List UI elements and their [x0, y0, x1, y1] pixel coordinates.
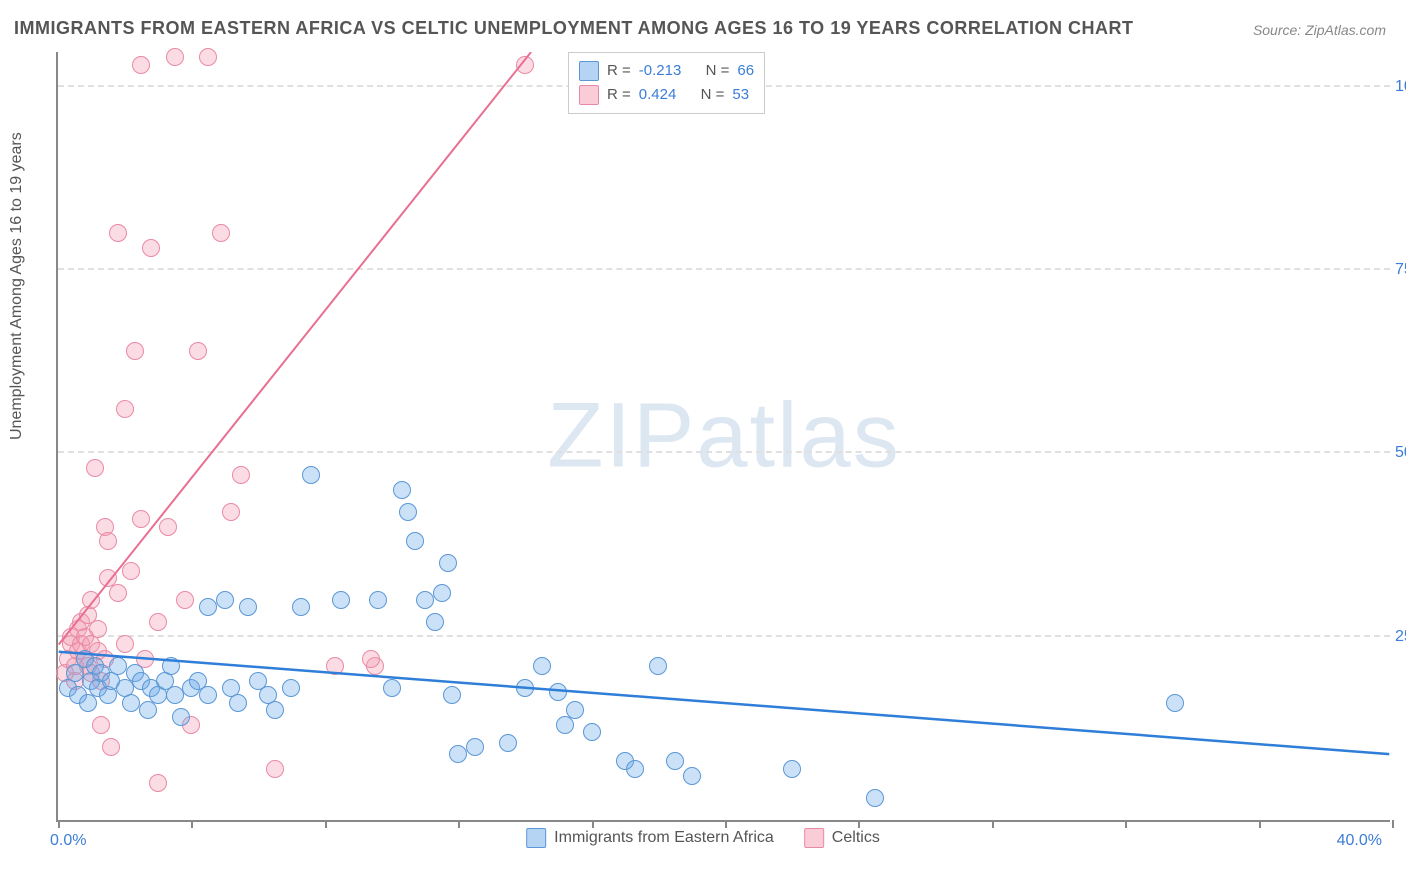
legend-item-pink: Celtics [804, 828, 880, 848]
source-label: Source: ZipAtlas.com [1253, 22, 1386, 38]
swatch-blue [579, 61, 599, 81]
x-max-label: 40.0% [1337, 832, 1382, 850]
y-axis-label: Unemployment Among Ages 16 to 19 years [8, 132, 26, 440]
chart-title: IMMIGRANTS FROM EASTERN AFRICA VS CELTIC… [14, 18, 1134, 39]
n-value-blue: 66 [737, 59, 754, 83]
swatch-pink [579, 85, 599, 105]
regression-lines [58, 52, 1390, 820]
swatch-pink [804, 828, 824, 848]
watermark-bold: ZIP [547, 385, 696, 487]
watermark: ZIPatlas [547, 384, 900, 489]
stats-row-pink: R = 0.424 N = 53 [579, 83, 754, 107]
x-origin-label: 0.0% [50, 832, 86, 850]
stats-legend: R = -0.213 N = 66 R = 0.424 N = 53 [568, 52, 765, 114]
legend-item-blue: Immigrants from Eastern Africa [526, 828, 774, 848]
n-value-pink: 53 [732, 83, 749, 107]
plot-area: ZIPatlas 25.0%50.0%75.0%100.0% R = -0.21… [56, 52, 1390, 822]
series-legend: Immigrants from Eastern Africa Celtics [526, 828, 880, 848]
r-value-blue: -0.213 [639, 59, 682, 83]
n-label: N = [701, 83, 725, 107]
stats-row-blue: R = -0.213 N = 66 [579, 59, 754, 83]
watermark-thin: atlas [696, 385, 900, 487]
swatch-blue [526, 828, 546, 848]
n-label: N = [706, 59, 730, 83]
legend-label-pink: Celtics [832, 829, 880, 847]
r-label: R = [607, 59, 631, 83]
legend-label-blue: Immigrants from Eastern Africa [554, 829, 774, 847]
r-value-pink: 0.424 [639, 83, 677, 107]
r-label: R = [607, 83, 631, 107]
